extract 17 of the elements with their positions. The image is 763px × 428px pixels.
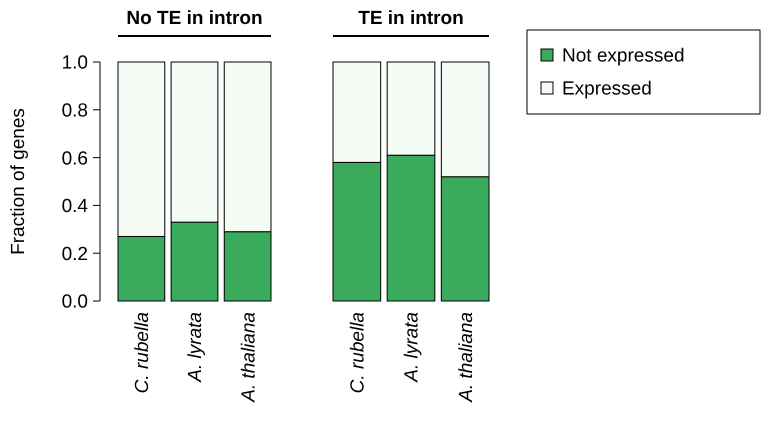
x-tick-label: C. rubella	[347, 312, 368, 394]
y-tick-label: 0.0	[62, 292, 88, 313]
x-tick-label: A. lyrata	[185, 312, 206, 383]
y-tick-label: 0.8	[62, 100, 88, 122]
x-tick-label: A. thaliana	[456, 312, 477, 403]
y-axis-title: Fraction of genes	[8, 108, 29, 255]
y-tick-label: 0.6	[62, 148, 88, 170]
chart-title: TE in intron	[358, 8, 464, 29]
x-tick-label: C. rubella	[132, 312, 154, 394]
y-tick-label: 0.4	[62, 196, 88, 218]
chart-title: No TE in intron	[126, 8, 263, 29]
legend-label: Expressed	[562, 78, 652, 100]
x-tick-label: A. thaliana	[238, 312, 260, 403]
legend-label: Not expressed	[562, 46, 685, 67]
y-tick-label: 1.0	[62, 52, 88, 74]
x-tick-label: A. lyrata	[402, 312, 423, 383]
y-tick-label: 0.2	[62, 244, 88, 265]
